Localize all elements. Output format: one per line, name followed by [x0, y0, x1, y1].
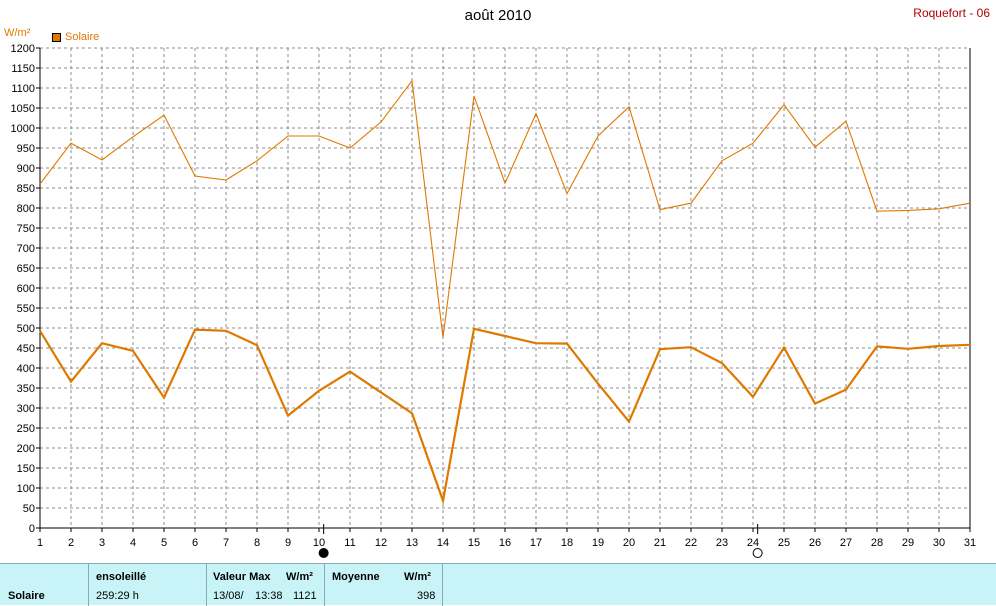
y-tick-label: 1150 — [11, 63, 35, 75]
footer-mean-cell: Moyenne W/m² 398 — [324, 564, 442, 606]
y-tick-label: 850 — [17, 183, 35, 195]
x-tick-label: 31 — [964, 537, 976, 549]
y-tick-label: 50 — [23, 503, 35, 515]
station-name: Roquefort - 06 — [913, 6, 990, 20]
x-tick-label: 9 — [285, 537, 291, 549]
y-tick-label: 150 — [17, 463, 35, 475]
y-tick-label: 0 — [29, 523, 35, 535]
x-tick-label: 10 — [313, 537, 325, 549]
y-tick-label: 300 — [17, 403, 35, 415]
y-tick-label: 700 — [17, 243, 35, 255]
summary-footer: Solaire ensoleillé 259:29 h Valeur Max W… — [0, 563, 996, 606]
x-tick-label: 12 — [375, 537, 387, 549]
legend-label: Solaire — [65, 31, 100, 43]
chart-title: août 2010 — [464, 7, 532, 24]
x-tick-label: 6 — [192, 537, 198, 549]
max-header: Valeur Max — [213, 571, 271, 583]
x-tick-label: 15 — [468, 537, 480, 549]
x-tick-label: 5 — [161, 537, 167, 549]
x-tick-label: 11 — [344, 537, 355, 549]
x-tick-label: 1 — [37, 537, 43, 549]
footer-sunshine-cell: ensoleillé 259:29 h — [88, 564, 206, 606]
x-tick-label: 27 — [840, 537, 852, 549]
max-date: 13/08/ — [213, 590, 244, 602]
max-time: 13:38 — [255, 590, 283, 602]
sunshine-header: ensoleillé — [96, 571, 147, 583]
full-moon-icon — [752, 548, 763, 558]
x-tick-label: 28 — [871, 537, 883, 549]
x-tick-label: 21 — [654, 537, 666, 549]
footer-max-cell: Valeur Max W/m² 13/08/ 13:38 1121 — [206, 564, 324, 606]
max-value: 1121 — [293, 590, 317, 602]
x-tick-label: 13 — [406, 537, 418, 549]
y-tick-label: 750 — [17, 223, 35, 235]
y-tick-label: 1050 — [11, 103, 35, 115]
y-tick-label: 1000 — [11, 123, 35, 135]
y-tick-label: 1100 — [11, 83, 35, 95]
x-tick-label: 2 — [68, 537, 74, 549]
footer-row-label-cell: Solaire — [0, 564, 88, 606]
y-tick-label: 200 — [17, 443, 35, 455]
x-tick-label: 19 — [592, 537, 604, 549]
x-tick-label: 20 — [623, 537, 635, 549]
x-tick-label: 25 — [778, 537, 790, 549]
y-tick-label: 600 — [17, 283, 35, 295]
x-tick-label: 24 — [747, 537, 759, 549]
x-tick-label: 3 — [99, 537, 105, 549]
legend-swatch — [52, 32, 61, 42]
x-tick-label: 7 — [223, 537, 229, 549]
y-tick-label: 400 — [17, 363, 35, 375]
mean-value: 398 — [417, 590, 436, 602]
x-tick-label: 26 — [809, 537, 821, 549]
x-tick-label: 29 — [902, 537, 914, 549]
x-tick-label: 8 — [254, 537, 260, 549]
y-tick-label: 250 — [17, 423, 35, 435]
series-line-max — [39, 79, 971, 338]
y-tick-label: 100 — [17, 483, 35, 495]
legend: Solaire — [52, 31, 99, 43]
y-tick-label: 350 — [17, 383, 35, 395]
y-tick-label: 500 — [17, 323, 35, 335]
y-tick-label: 800 — [17, 203, 35, 215]
x-tick-label: 4 — [130, 537, 136, 549]
footer-empty-cell — [442, 564, 996, 606]
x-tick-label: 14 — [437, 537, 449, 549]
series-line-mean — [39, 327, 971, 506]
footer-row-label: Solaire — [8, 590, 45, 602]
y-tick-label: 950 — [17, 143, 35, 155]
x-tick-label: 18 — [561, 537, 573, 549]
y-tick-label: 900 — [17, 163, 35, 175]
max-unit: W/m² — [286, 571, 313, 583]
sunshine-value: 259:29 h — [96, 590, 139, 602]
mean-header: Moyenne — [332, 571, 380, 583]
y-tick-label: 450 — [17, 343, 35, 355]
y-tick-label: 1200 — [11, 43, 35, 55]
x-tick-label: 17 — [530, 537, 542, 549]
mean-unit: W/m² — [404, 571, 431, 583]
y-tick-label: 550 — [17, 303, 35, 315]
x-tick-label: 30 — [933, 537, 945, 549]
new-moon-icon — [318, 548, 329, 558]
x-tick-label: 23 — [716, 537, 728, 549]
x-tick-label: 16 — [499, 537, 511, 549]
y-axis-unit: W/m² — [4, 27, 31, 39]
y-tick-label: 650 — [17, 263, 35, 275]
x-tick-label: 22 — [685, 537, 697, 549]
solar-chart: 0 50 100 150 200 250 300 350 400 450 500 550 600 650 7… — [11, 43, 976, 558]
